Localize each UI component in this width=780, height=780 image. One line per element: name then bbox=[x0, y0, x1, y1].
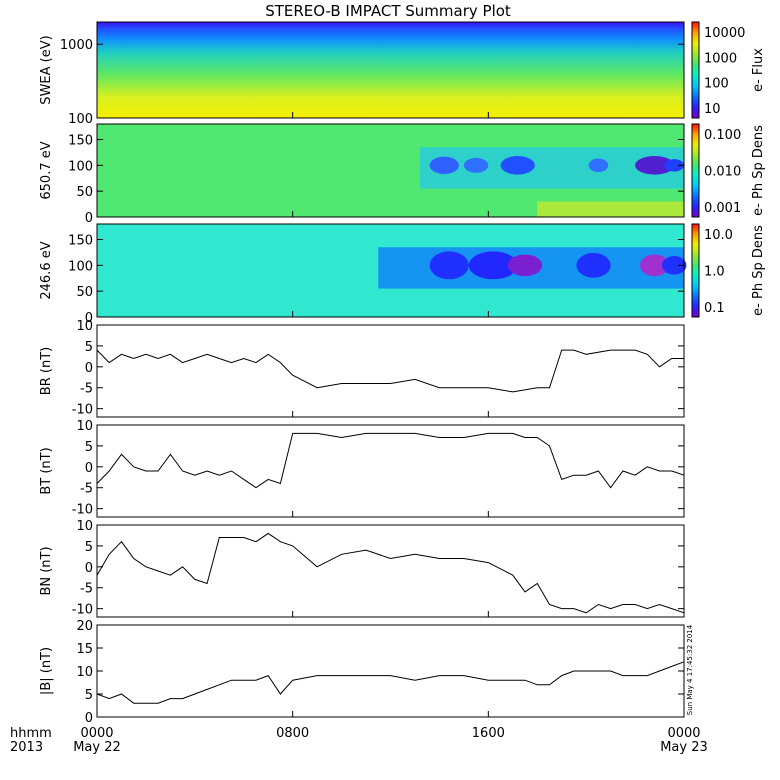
colorbar-label: e- Ph Sp Dens bbox=[751, 225, 766, 316]
panel-bt: 10 5 0 -5 -10 BT (nT) bbox=[39, 419, 685, 518]
y-tick-label: 150 bbox=[68, 234, 93, 249]
panel-frame bbox=[96, 324, 685, 418]
y-tick-label: 0 bbox=[85, 361, 93, 376]
heatmap-feature bbox=[468, 251, 518, 280]
time-unit-label: hhmm bbox=[10, 726, 52, 741]
heatmap-feature bbox=[500, 156, 535, 175]
x-tick-date: May 23 bbox=[660, 740, 708, 755]
y-tick-label: -5 bbox=[80, 382, 93, 397]
colorbar-tick-label: 100 bbox=[704, 77, 729, 92]
panel-frame bbox=[96, 524, 685, 618]
heatmap-feature bbox=[635, 156, 675, 175]
y-axis-label: 246.6 eV bbox=[39, 241, 54, 299]
y-tick-label: 5 bbox=[85, 340, 93, 355]
y-tick-label: 5 bbox=[85, 688, 93, 703]
colorbar-label: e- Flux bbox=[751, 48, 766, 92]
heatmap-feature bbox=[639, 254, 670, 277]
panel-pad650: 0.100 0.010 0.001 e- Ph Sp Dens 150 100 50 0 650… bbox=[39, 123, 766, 226]
y-tick-label: 0 bbox=[85, 211, 93, 226]
heatmap-feature bbox=[661, 256, 687, 275]
heatmap-feature bbox=[588, 158, 609, 173]
heatmap-feature bbox=[429, 251, 469, 280]
colorbar-scale bbox=[691, 21, 700, 119]
y-tick-label: 10 bbox=[76, 419, 93, 434]
colorbar-tick-label: 10 bbox=[704, 102, 721, 117]
series-line-babs bbox=[96, 661, 685, 704]
y-tick-label: 50 bbox=[76, 185, 93, 200]
colorbar-tick-label: 10000 bbox=[704, 26, 745, 41]
y-tick-label: 150 bbox=[68, 134, 93, 149]
y-tick-label: -10 bbox=[72, 503, 93, 518]
colorbar-tick-label: 1.0 bbox=[704, 265, 725, 280]
series-line-br bbox=[96, 349, 684, 393]
colorbar-tick-label: 0.100 bbox=[704, 128, 741, 143]
y-tick-label: 100 bbox=[68, 159, 93, 174]
y-axis-label: 650.7 eV bbox=[39, 141, 54, 199]
y-tick-label: 10 bbox=[76, 519, 93, 534]
y-tick-label: 5 bbox=[85, 440, 93, 455]
panel-frame bbox=[96, 21, 685, 119]
heatmap-feature bbox=[463, 157, 489, 173]
colorbar-scale bbox=[691, 223, 700, 318]
heatmap-feature bbox=[429, 156, 459, 175]
series-line-bn bbox=[96, 532, 685, 614]
y-tick-label: 100 bbox=[68, 259, 93, 274]
y-axis-label: BR (nT) bbox=[39, 347, 54, 395]
panel-frame bbox=[96, 424, 685, 518]
colorbar-label: e- Ph Sp Dens bbox=[751, 125, 766, 216]
colorbar-tick-label: 0.010 bbox=[704, 165, 741, 180]
y-axis-label: SWEA (eV) bbox=[39, 35, 54, 104]
colorbar-swea: 10000 1000 100 10 e- Flux bbox=[691, 21, 766, 119]
colorbar-tick-label: 0.1 bbox=[704, 301, 725, 316]
colorbar-tick-label: 0.001 bbox=[704, 201, 741, 216]
y-tick-label: 1000 bbox=[60, 38, 93, 53]
timestamp-stamp: Sun May 4 17:45:32 2014 bbox=[686, 624, 694, 715]
x-tick-label: 1600 bbox=[472, 726, 505, 741]
panel-br: 10 5 0 -5 -10 BR (nT) bbox=[39, 319, 685, 418]
colorbar-tick-label: 10.0 bbox=[704, 228, 733, 243]
y-axis-label: BT (nT) bbox=[39, 447, 54, 494]
panel-frame bbox=[96, 123, 685, 218]
y-tick-label: 5 bbox=[85, 540, 93, 555]
x-tick-label: 0800 bbox=[276, 726, 309, 741]
x-tick-date: May 22 bbox=[73, 740, 121, 755]
x-tick-label: 0000 bbox=[667, 726, 700, 741]
series-line-bt bbox=[96, 432, 685, 489]
y-tick-label: 0 bbox=[85, 311, 93, 326]
heatmap-swea bbox=[97, 22, 684, 118]
y-tick-label: 0 bbox=[85, 561, 93, 576]
panel-swea: 10000 1000 100 10 e- Flux 1000 100 SWEA (eV) bbox=[39, 21, 766, 127]
colorbar-scale bbox=[691, 123, 700, 218]
panel-babs: 20 15 10 5 0 |B| (nT) bbox=[39, 619, 685, 726]
y-axis-label: |B| (nT) bbox=[39, 647, 54, 695]
x-tick-label: 0000 bbox=[80, 726, 113, 741]
heatmap-feature bbox=[537, 201, 684, 217]
y-tick-label: 0 bbox=[85, 461, 93, 476]
y-tick-label: -5 bbox=[80, 582, 93, 597]
y-tick-label: 0 bbox=[85, 711, 93, 726]
colorbar-pad246: 10.0 1.0 0.1 e- Ph Sp Dens bbox=[691, 223, 766, 318]
y-tick-label: -5 bbox=[80, 482, 93, 497]
y-tick-label: 15 bbox=[76, 642, 93, 657]
y-tick-label: 50 bbox=[76, 285, 93, 300]
y-tick-label: -10 bbox=[72, 403, 93, 418]
panel-frame bbox=[96, 223, 685, 318]
y-tick-label: 10 bbox=[76, 319, 93, 334]
year-label: 2013 bbox=[10, 740, 43, 755]
panel-pad246: 10.0 1.0 0.1 e- Ph Sp Dens 150 100 50 0 246.6 eV bbox=[39, 223, 766, 326]
y-tick-label: -10 bbox=[72, 603, 93, 618]
heatmap-feature bbox=[664, 159, 684, 172]
y-tick-label: 10 bbox=[76, 665, 93, 680]
heatmap-feature bbox=[507, 254, 543, 277]
y-tick-label: 20 bbox=[76, 619, 93, 634]
heatmap-feature bbox=[576, 252, 611, 278]
y-tick-label: 100 bbox=[68, 112, 93, 127]
colorbar-pad650: 0.100 0.010 0.001 e- Ph Sp Dens bbox=[691, 123, 766, 218]
panel-bn: 10 5 0 -5 -10 BN (nT) bbox=[39, 519, 685, 618]
colorbar-tick-label: 1000 bbox=[704, 51, 737, 66]
chart-title: STEREO-B IMPACT Summary Plot bbox=[265, 2, 511, 20]
y-axis-label: BN (nT) bbox=[39, 546, 54, 595]
